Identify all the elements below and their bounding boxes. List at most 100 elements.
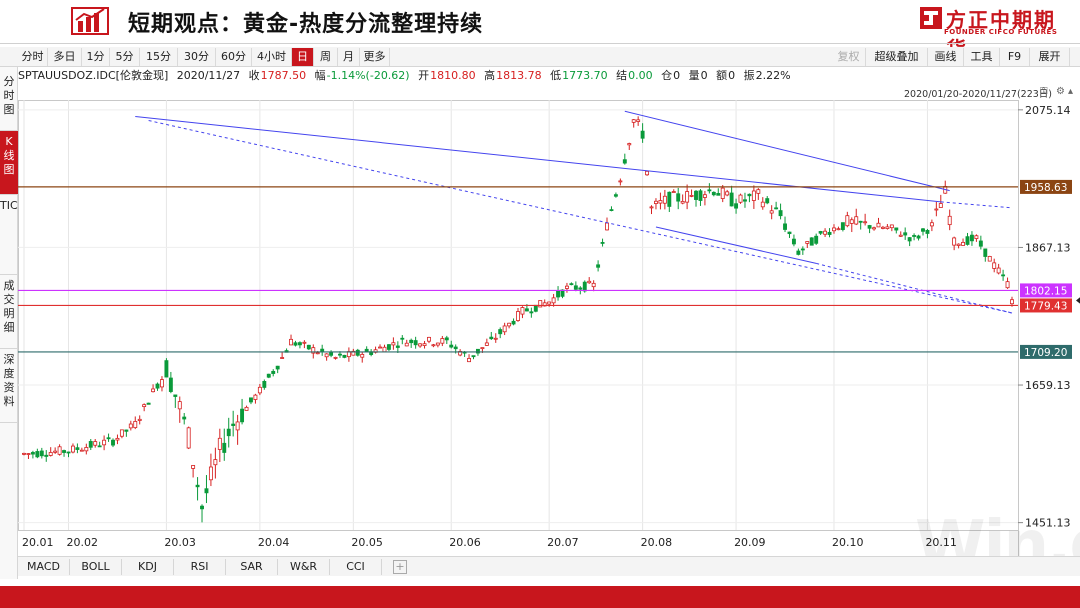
candle-body xyxy=(315,352,320,355)
tab-daily[interactable]: 日 xyxy=(292,48,314,66)
expand-button[interactable]: 展开 xyxy=(1030,48,1070,66)
candle-body xyxy=(596,264,601,268)
side-tab-intraday[interactable]: 分时图 xyxy=(0,71,18,131)
tab-15min[interactable]: 15分 xyxy=(140,48,178,66)
side-tab-trades[interactable]: 成交明细 xyxy=(0,275,18,349)
x-tick-label: 20.01 xyxy=(22,536,54,549)
candle-body xyxy=(26,453,31,455)
candle-body xyxy=(565,285,569,289)
trendline xyxy=(135,116,941,203)
x-tick-label: 20.11 xyxy=(925,536,957,549)
amount-value: 0 xyxy=(728,69,736,82)
adjust-button[interactable]: 复权 xyxy=(832,48,866,66)
tab-weekly[interactable]: 周 xyxy=(314,48,338,66)
level-label-box xyxy=(1020,344,1072,359)
candle-body xyxy=(636,119,641,122)
level-label: 1779.43 xyxy=(1024,300,1067,312)
candle-body xyxy=(921,228,925,232)
draw-line-button[interactable]: 画线 xyxy=(928,48,964,66)
indicator-kdj[interactable]: KDJ xyxy=(122,559,174,575)
tab-4hour[interactable]: 4小时 xyxy=(252,48,292,66)
candle-body xyxy=(48,452,53,456)
trendline xyxy=(624,110,950,192)
side-tab-depth[interactable]: 深度资料 xyxy=(0,349,18,423)
arrow-up-icon[interactable]: ▴ xyxy=(1068,86,1074,97)
candle-body xyxy=(622,159,627,164)
candle-body xyxy=(889,224,894,229)
x-tick-label: 20.10 xyxy=(832,536,864,549)
tab-monthly[interactable]: 月 xyxy=(338,48,360,66)
indicator-boll[interactable]: BOLL xyxy=(70,559,122,575)
super-overlay-button[interactable]: 超级叠加 xyxy=(866,48,928,66)
add-indicator-icon[interactable]: + xyxy=(393,560,407,574)
candle-body xyxy=(551,297,556,304)
candle-body xyxy=(280,357,285,359)
candle-body xyxy=(115,437,120,441)
candle-body xyxy=(62,450,67,453)
side-tab-tick[interactable]: TICK xyxy=(0,195,25,275)
candle-body xyxy=(507,322,512,327)
tools-button[interactable]: 工具 xyxy=(964,48,1000,66)
candle-body xyxy=(471,355,476,358)
tab-1min[interactable]: 1分 xyxy=(82,48,110,66)
date-range-label: 2020/01/20-2020/11/27(223日) xyxy=(904,89,1052,100)
candle-body xyxy=(631,119,636,123)
level-label-box xyxy=(1020,283,1072,298)
indicator-wr[interactable]: W&R xyxy=(278,559,330,575)
x-tick-label: 20.04 xyxy=(258,536,290,549)
candle-body xyxy=(952,237,957,246)
candle-body xyxy=(689,195,694,197)
candle-body xyxy=(658,200,663,204)
candle-body xyxy=(783,223,787,230)
candle-body xyxy=(1001,274,1006,277)
tab-5min[interactable]: 5分 xyxy=(110,48,140,66)
lock-icon[interactable]: ⚿ xyxy=(1040,86,1048,97)
candle-body xyxy=(578,287,583,290)
candle-body xyxy=(128,423,133,429)
volume-caption: 量 xyxy=(688,69,700,82)
candle-body xyxy=(79,449,84,452)
brand-name-en: FOUNDER CIFCO FUTURES xyxy=(944,28,1058,36)
brand-logo: 方正中期期货 FOUNDER CIFCO FUTURES xyxy=(920,4,1070,61)
oi-value: 0 xyxy=(673,69,681,82)
candle-body xyxy=(778,210,783,217)
amplitude-value: 2.22% xyxy=(755,69,791,82)
candle-body xyxy=(671,191,676,193)
indicator-sar[interactable]: SAR xyxy=(226,559,278,575)
candle-body xyxy=(57,446,62,455)
indicator-rsi[interactable]: RSI xyxy=(174,559,226,575)
candle-body xyxy=(645,170,650,176)
candle-body xyxy=(168,377,173,392)
candle-body xyxy=(329,351,334,356)
volume-value: 0 xyxy=(700,69,708,82)
header-divider xyxy=(0,43,1080,44)
candlestick-chart[interactable]: 20.01 20.02 20.03 20.04 20.05 20.06 20.07 20.08… xyxy=(18,100,1080,556)
tab-intraday[interactable]: 分时 xyxy=(18,48,48,66)
candle-body xyxy=(195,484,200,488)
candle-body xyxy=(249,397,253,403)
f9-button[interactable]: F9 xyxy=(1000,48,1030,66)
candle-body xyxy=(667,191,672,207)
settle-value: 0.00 xyxy=(628,69,653,82)
candle-body xyxy=(289,338,293,346)
candle-body xyxy=(391,342,396,346)
tab-multi-day[interactable]: 多日 xyxy=(48,48,82,66)
candle-body xyxy=(119,429,124,437)
candle-body xyxy=(484,342,489,346)
settings-icon[interactable]: ⚙ xyxy=(1056,86,1065,97)
oi-caption: 仓 xyxy=(661,69,673,82)
level-label: 1709.20 xyxy=(1024,347,1067,359)
candle-body xyxy=(929,222,934,227)
indicator-macd[interactable]: MACD xyxy=(18,559,70,575)
tab-30min[interactable]: 30分 xyxy=(178,48,216,66)
side-tab-kline[interactable]: K线图 xyxy=(0,131,18,195)
indicator-cci[interactable]: CCI xyxy=(330,559,382,575)
candle-body xyxy=(903,232,908,236)
candle-body xyxy=(938,203,943,208)
tab-60min[interactable]: 60分 xyxy=(216,48,252,66)
candle-body xyxy=(413,340,418,346)
candle-body xyxy=(244,406,249,411)
candle-body xyxy=(961,241,965,246)
trendline xyxy=(816,262,1013,314)
tab-more[interactable]: 更多 xyxy=(360,48,390,66)
